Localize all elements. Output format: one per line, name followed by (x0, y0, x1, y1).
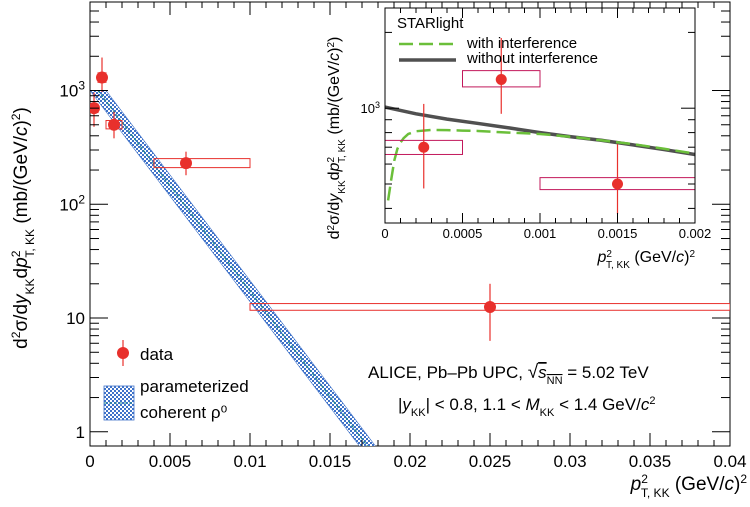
model-band-centerline (97, 90, 369, 446)
y-tick-label-2: 102 (59, 192, 85, 214)
inset-legend-title: STARlight (397, 15, 464, 32)
inset-axes: 0 0.0005 0.001 0.0015 0.002 103 (361, 8, 712, 241)
x-tick-label-8: 0.04 (713, 452, 746, 471)
inset-legend-interference-label: with interference (466, 35, 577, 52)
data-point-3 (180, 157, 192, 170)
annotation-collision: ALICE, Pb–Pb UPC, √sNN = 5.02 TeV (368, 362, 649, 387)
inset-data-point-2 (612, 178, 623, 190)
data-points-layer (90, 57, 730, 341)
inset-y-tick-label: 103 (361, 100, 380, 116)
x-tick-label-7: 0.035 (629, 452, 672, 471)
legend-band-label-line1: parameterized (140, 377, 249, 396)
main-axes: 0 0.005 0.01 0.015 0.02 0.025 0.03 0.035 0.04 1 10… (59, 1, 747, 471)
inset-y-axis-label: d2σ/dyKKdp2T, KK (mb/(GeV/c)2) (326, 37, 348, 240)
x-tick-label-4: 0.02 (393, 452, 426, 471)
annotation-kinematics: |yKK| < 0.8, 1.1 < MKK < 1.4 GeV/c2 (398, 395, 655, 419)
x-tick-label-0: 0 (85, 452, 94, 471)
x-tick-label-1: 0.005 (149, 452, 192, 471)
inset-x-tick-label-2: 0.001 (524, 226, 557, 241)
data-point-1 (96, 71, 108, 84)
y-tick-label-1: 10 (66, 309, 85, 328)
inset-data-point-1 (495, 74, 507, 86)
inset-data-point-0 (418, 141, 430, 153)
inset-legend: STARlight with interference without inte… (397, 15, 598, 67)
data-point-4 (484, 301, 496, 314)
inset-data-layer (385, 38, 695, 215)
x-tick-label-5: 0.025 (469, 452, 512, 471)
inset-x-axis-label: p2 T, KK (GeV/c)2 (597, 249, 696, 271)
data-point-2 (108, 118, 120, 131)
y-tick-label-0: 1 (76, 423, 85, 442)
inset-plot: 0 0.0005 0.001 0.0015 0.002 103 d2σ/dyKKdp2T,… (326, 7, 712, 271)
inset-x-tick-label-4: 0.002 (679, 226, 712, 241)
x-tick-label-3: 0.015 (309, 452, 352, 471)
inset-x-tick-label-0: 0 (381, 226, 388, 241)
curve-with-interference (386, 128, 695, 201)
main-y-axis-label: d2σ/dyKKdp2T, KK (mb/(GeV/c)2) (9, 107, 37, 349)
legend-data-marker (117, 347, 129, 359)
inset-curves-layer (385, 105, 695, 201)
legend-band-label-line2: coherent ρ⁰ (140, 403, 228, 422)
x-tick-label-6: 0.03 (553, 452, 586, 471)
main-x-axis-label: p2 T, KK (GeV/c)2 (630, 472, 748, 500)
data-sys-box-3 (153, 158, 251, 169)
x-tick-label-2: 0.01 (233, 452, 266, 471)
inset-legend-nointerference-label: without interference (466, 50, 598, 67)
inset-x-tick-label-1: 0.0005 (443, 226, 483, 241)
legend-data-label: data (140, 345, 174, 364)
main-legend: data parameterized coherent ρ⁰ (103, 340, 249, 422)
y-tick-label-3: 103 (59, 79, 85, 101)
inset-x-tick-label-3: 0.0015 (598, 226, 638, 241)
